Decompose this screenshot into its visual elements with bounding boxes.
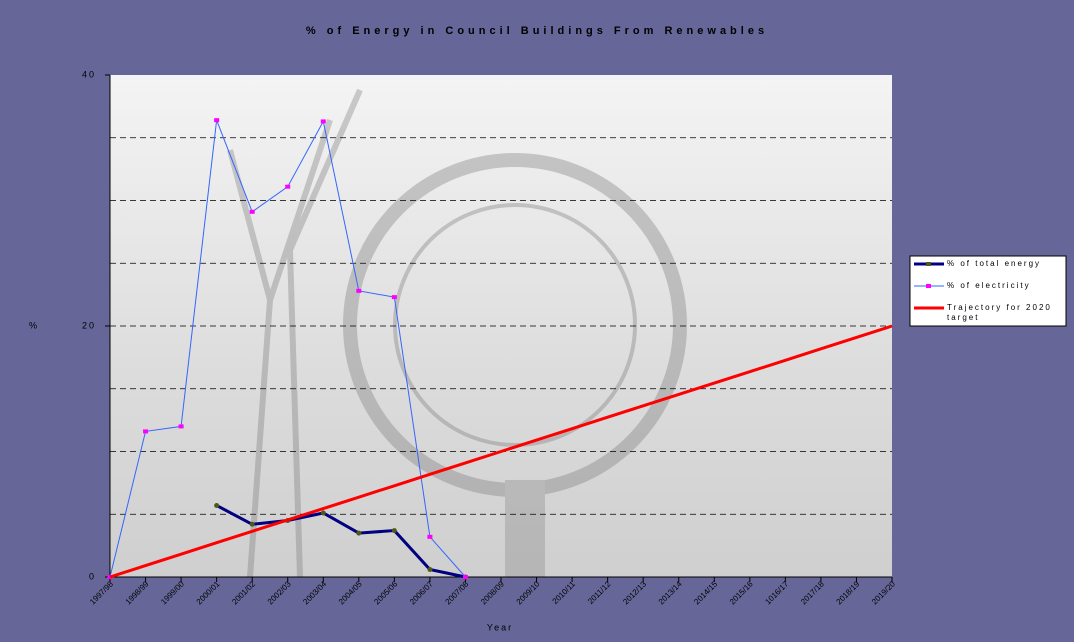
- legend-marker: [926, 262, 931, 266]
- marker: [143, 429, 149, 434]
- marker: [391, 295, 397, 300]
- x-tick-label: 1998/99: [124, 579, 151, 606]
- marker: [178, 424, 184, 429]
- legend-label: % of total energy: [947, 259, 1041, 268]
- background-image: [227, 88, 687, 578]
- marker: [356, 530, 362, 536]
- marker: [427, 566, 433, 572]
- marker: [214, 502, 220, 508]
- y-tick-label: 0: [89, 571, 96, 581]
- legend-label: % of electricity: [947, 281, 1031, 290]
- marker: [214, 118, 220, 123]
- x-tick-label: 2000/01: [195, 579, 222, 606]
- x-tick-label: 2009/10: [515, 579, 542, 606]
- marker: [462, 575, 468, 579]
- marker: [285, 184, 291, 189]
- marker: [249, 521, 255, 527]
- x-tick-label: 2008/09: [479, 579, 506, 606]
- marker: [391, 528, 397, 534]
- marker: [320, 510, 326, 516]
- x-tick-label: 2017/18: [799, 579, 826, 606]
- x-tick-label: 2019/20: [870, 579, 897, 606]
- marker: [427, 534, 433, 539]
- x-tick-label: 2005/06: [372, 579, 399, 606]
- x-tick-label: 1999/00: [159, 579, 186, 606]
- marker: [356, 288, 362, 293]
- y-tick-label: 40: [82, 69, 96, 79]
- legend-marker: [926, 284, 931, 288]
- series-line: [109, 324, 893, 579]
- legend-label: Trajectory for 2020 target: [947, 303, 1052, 322]
- x-tick-label: 2002/03: [266, 579, 293, 606]
- x-tick-label: 2011/12: [586, 579, 613, 606]
- marker: [320, 119, 326, 124]
- marker: [249, 209, 255, 214]
- x-tick-label: 2015/16: [728, 579, 755, 606]
- x-tick-label: 1997/98: [88, 579, 115, 606]
- x-tick-label: 2010/11: [551, 579, 578, 606]
- y-tick-label: 20: [82, 320, 96, 330]
- x-tick-label: 2018/19: [835, 579, 862, 606]
- legend-box: [909, 255, 1067, 327]
- x-tick-label: 2003/04: [301, 579, 328, 606]
- series-line: [215, 504, 466, 579]
- x-tick-label: 2007/08: [444, 579, 471, 606]
- y-axis-label: %: [29, 320, 37, 330]
- x-tick-label: 2004/05: [337, 579, 364, 606]
- x-tick-label: 1016/17: [763, 579, 790, 606]
- x-axis-label: Year: [487, 622, 513, 632]
- x-tick-label: 2001/02: [230, 579, 257, 606]
- chart-title: % of Energy in Council Buildings From Re…: [306, 25, 768, 37]
- x-tick-label: 2013/14: [657, 579, 684, 606]
- x-tick-label: 2006/07: [408, 579, 435, 606]
- x-tick-label: 2012/13: [621, 579, 648, 606]
- x-tick-label: 2014/15: [692, 579, 719, 606]
